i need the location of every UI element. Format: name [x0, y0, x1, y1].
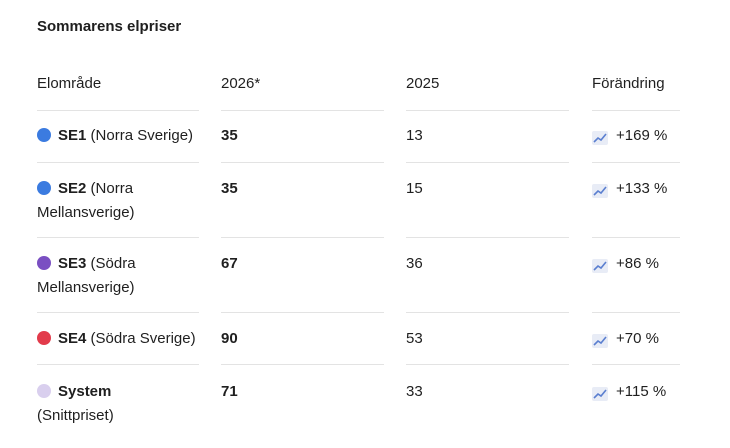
value-2025: 15	[406, 180, 423, 197]
divider	[592, 162, 680, 163]
value-2025: 13	[406, 127, 423, 144]
divider	[37, 110, 199, 111]
chart-increasing-icon	[592, 257, 608, 273]
region-name: (Södra Mellansverige)	[37, 255, 136, 296]
divider	[406, 237, 569, 238]
change-cell: +86 %	[592, 252, 659, 276]
divider	[37, 237, 199, 238]
chart-increasing-icon	[592, 385, 608, 401]
value-2026: 67	[221, 255, 238, 272]
circle-icon	[37, 128, 51, 142]
change-cell: +115 %	[592, 380, 666, 404]
divider	[37, 364, 199, 365]
region-name: (Södra Sverige)	[90, 330, 196, 347]
page-title: Sommarens elpriser	[37, 18, 182, 35]
chart-increasing-icon	[592, 129, 608, 145]
region-code: SE2	[58, 180, 87, 197]
chart-increasing-icon	[592, 332, 608, 348]
column-header-2025: 2025	[406, 75, 440, 92]
change-cell: +133 %	[592, 177, 667, 201]
table-row-region: SE4 (Södra Sverige)	[37, 327, 212, 351]
region-name: (Snittpriset)	[37, 407, 114, 424]
value-2025: 33	[406, 383, 423, 400]
circle-icon	[37, 384, 51, 398]
divider	[221, 162, 384, 163]
divider	[592, 237, 680, 238]
circle-icon	[37, 181, 51, 195]
divider	[592, 364, 680, 365]
chart-increasing-icon	[592, 182, 608, 198]
region-code: SE4	[58, 330, 87, 347]
divider	[221, 237, 384, 238]
region-name: (Norra Mellansverige)	[37, 180, 135, 221]
circle-icon	[37, 256, 51, 270]
region-code: SE3	[58, 255, 87, 272]
change-value: +86 %	[616, 255, 659, 272]
divider	[37, 162, 199, 163]
change-cell: +70 %	[592, 327, 659, 351]
divider	[221, 110, 384, 111]
divider	[221, 364, 384, 365]
value-2026: 90	[221, 330, 238, 347]
region-code: SE1	[58, 127, 87, 144]
table-row-region: SE2 (Norra Mellansverige)	[37, 177, 187, 225]
change-value: +169 %	[616, 127, 668, 144]
region-name: (Norra Sverige)	[90, 127, 194, 144]
divider	[406, 364, 569, 365]
column-header-2026: 2026*	[221, 75, 261, 92]
column-header-change: Förändring	[592, 75, 665, 92]
value-2026: 35	[221, 180, 238, 197]
change-value: +133 %	[616, 180, 668, 197]
divider	[592, 312, 680, 313]
table-row-region: SE3 (Södra Mellansverige)	[37, 252, 187, 300]
value-2025: 53	[406, 330, 423, 347]
region-code: System	[58, 383, 112, 400]
value-2026: 71	[221, 383, 238, 400]
column-header-region: Elområde	[37, 75, 102, 92]
table-row-region: System (Snittpriset)	[37, 380, 187, 428]
divider	[592, 110, 680, 111]
value-2026: 35	[221, 127, 238, 144]
divider	[221, 312, 384, 313]
change-cell: +169 %	[592, 124, 667, 148]
table-row-region: SE1 (Norra Sverige)	[37, 124, 217, 148]
circle-icon	[37, 331, 51, 345]
divider	[406, 110, 569, 111]
change-value: +115 %	[616, 383, 667, 400]
divider	[406, 312, 569, 313]
change-value: +70 %	[616, 330, 659, 347]
divider	[406, 162, 569, 163]
divider	[37, 312, 199, 313]
value-2025: 36	[406, 255, 423, 272]
